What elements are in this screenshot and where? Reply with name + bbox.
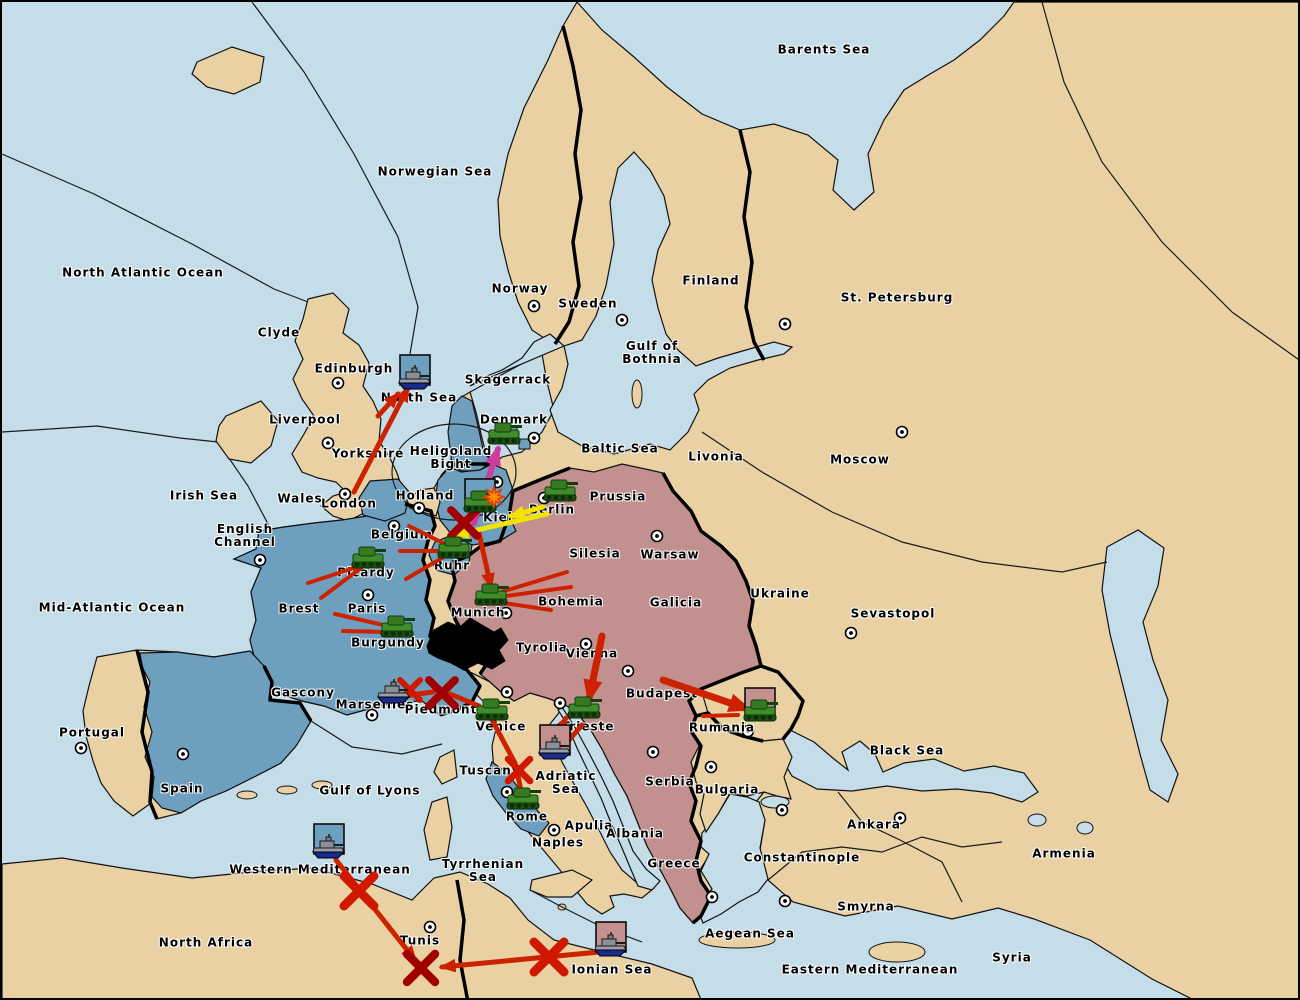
supply-center-norway (527, 299, 541, 313)
fleet-adriatic-sea[interactable] (537, 724, 572, 760)
fleet-marseilles[interactable] (376, 679, 411, 704)
supply-center-greece (705, 890, 719, 904)
supply-center-sevastopol (844, 626, 858, 640)
supply-center-belgium (387, 519, 401, 533)
supply-center-munich (499, 606, 513, 620)
army-denmark[interactable] (487, 422, 522, 445)
supply-center-paris (361, 588, 375, 602)
supply-center-naples (547, 823, 561, 837)
supply-center-warsaw (650, 529, 664, 543)
supply-center-serbia (646, 745, 660, 759)
supply-center-brest (253, 553, 267, 567)
impassable-switzerland (426, 617, 509, 671)
supply-center-marseilles (365, 708, 379, 722)
supply-center-portugal (74, 741, 88, 755)
army-ruhr[interactable] (437, 536, 472, 559)
supply-center-tunis (423, 920, 437, 934)
supply-center-edinburgh (331, 376, 345, 390)
supply-center-denmark (527, 431, 541, 445)
fleet-north-sea[interactable] (397, 354, 432, 390)
supply-center-moscow (895, 425, 909, 439)
supply-center-sweden (615, 313, 629, 327)
supply-center-liverpool (321, 436, 335, 450)
army-venice[interactable] (475, 698, 510, 721)
army-kiel[interactable] (463, 478, 498, 513)
supply-center-ankara (893, 811, 907, 825)
supply-center-constantinople (775, 803, 789, 817)
army-burgundy[interactable] (380, 615, 415, 638)
supply-center-spain (176, 747, 190, 761)
supply-center-london (338, 487, 352, 501)
supply-center-vienna (579, 637, 593, 651)
army-berlin[interactable] (543, 479, 578, 502)
army-picardy[interactable] (351, 546, 386, 569)
supply-center-rumania (741, 724, 755, 738)
supply-center-smyrna (778, 894, 792, 908)
supply-center-holland (412, 501, 426, 515)
supply-center-bulgaria (704, 760, 718, 774)
supply-center-budapest (621, 664, 635, 678)
fleet-western-mediterranean[interactable] (311, 823, 346, 859)
fleet-ionian-sea[interactable] (593, 921, 628, 957)
supply-center-st-petersburg (778, 317, 792, 331)
supply-center-venice (500, 685, 514, 699)
army-trieste[interactable] (567, 696, 602, 719)
army-rumania[interactable] (743, 687, 778, 722)
supply-center-trieste (553, 696, 567, 710)
army-rome[interactable] (506, 787, 541, 810)
army-munich[interactable] (474, 583, 509, 606)
